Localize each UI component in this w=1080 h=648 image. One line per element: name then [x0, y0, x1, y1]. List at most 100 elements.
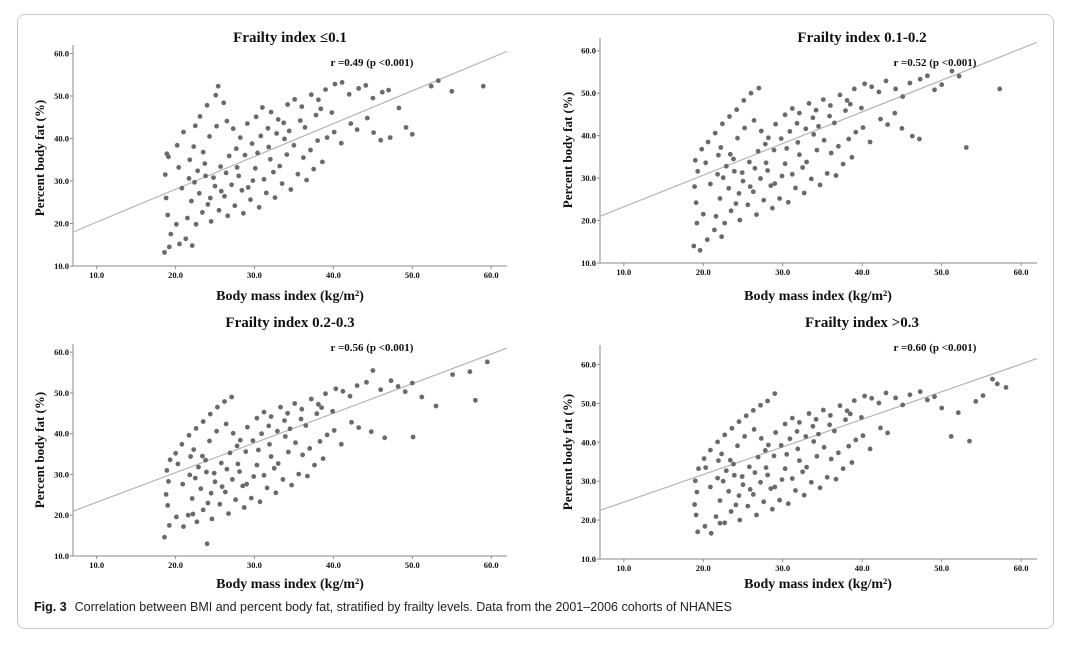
data-point [712, 227, 717, 233]
data-point [259, 431, 264, 437]
data-point [239, 187, 245, 193]
y-tick-label: 40.0 [581, 131, 596, 141]
data-point [785, 199, 791, 205]
data-point [196, 464, 201, 470]
x-tick-label: 30.0 [775, 563, 790, 573]
data-point [386, 87, 391, 93]
y-tick-label: 30.0 [54, 176, 69, 186]
data-point [813, 107, 819, 113]
y-tick-label: 60.0 [54, 347, 69, 357]
data-point [267, 441, 272, 447]
data-point [282, 136, 287, 142]
data-point [820, 407, 826, 413]
data-point [354, 383, 360, 388]
chart-title: Frailty index 0.1-0.2 [797, 30, 926, 46]
data-point [846, 136, 852, 142]
data-point [363, 83, 369, 88]
data-point [758, 479, 763, 485]
data-point [166, 523, 172, 528]
data-point [370, 95, 376, 101]
data-point [181, 129, 186, 135]
data-point [773, 121, 778, 127]
y-tick-label: 40.0 [581, 437, 596, 447]
data-point [319, 405, 324, 410]
data-point [836, 143, 841, 149]
caption-text: Correlation between BMI and percent body… [74, 600, 732, 614]
data-point [712, 130, 718, 136]
data-point [180, 481, 186, 487]
data-point [806, 101, 812, 106]
data-point [754, 512, 759, 518]
data-point [234, 165, 240, 170]
data-point [715, 171, 720, 177]
data-point [324, 432, 330, 438]
data-point [368, 429, 374, 435]
data-point [892, 110, 898, 116]
data-point [313, 112, 319, 118]
data-point [761, 499, 767, 505]
data-point [794, 120, 800, 126]
data-point [177, 241, 182, 247]
data-point [280, 477, 286, 482]
data-point [207, 438, 212, 444]
data-point [729, 425, 735, 431]
data-point [743, 413, 749, 419]
figure-caption: Fig. 3 Correlation between BMI and percen… [34, 600, 732, 614]
data-point [304, 177, 309, 183]
data-point [163, 195, 169, 201]
data-point [183, 236, 189, 242]
data-point [371, 130, 376, 136]
data-point [755, 148, 761, 154]
data-point [254, 415, 260, 421]
data-point [174, 221, 179, 227]
y-tick-label: 20.0 [581, 515, 596, 525]
data-point [250, 438, 256, 443]
data-point [956, 73, 962, 79]
data-point [237, 135, 243, 141]
data-point [980, 393, 986, 398]
data-point [164, 151, 170, 157]
data-point [810, 423, 816, 429]
data-point [770, 506, 775, 512]
data-point [750, 492, 756, 497]
data-point [174, 514, 179, 520]
data-point [467, 369, 473, 375]
data-point [747, 159, 752, 165]
data-point [797, 458, 802, 463]
data-point [378, 387, 384, 393]
data-point [200, 507, 206, 513]
data-point [723, 468, 729, 474]
x-tick-label: 10.0 [616, 267, 631, 277]
data-point [237, 469, 242, 474]
data-point [733, 502, 739, 508]
data-point [810, 115, 816, 121]
data-point [227, 450, 233, 456]
y-tick-label: 50.0 [581, 398, 596, 408]
data-point [722, 220, 728, 226]
data-point [883, 78, 889, 84]
data-point [755, 454, 761, 460]
data-point [878, 425, 883, 431]
data-point [305, 473, 310, 479]
data-point [240, 483, 246, 489]
data-point [758, 128, 764, 134]
chart-title: Frailty index ≤0.1 [233, 30, 347, 46]
x-tick-label: 50.0 [405, 270, 420, 280]
data-point [356, 86, 362, 91]
y-tick-label: 20.0 [581, 216, 596, 226]
data-point [787, 129, 793, 134]
data-point [225, 213, 231, 219]
fit-line [72, 50, 508, 233]
data-point [296, 471, 302, 477]
data-point [303, 423, 309, 428]
data-point [211, 470, 217, 476]
data-point [286, 128, 292, 134]
data-point [726, 488, 732, 494]
data-point [207, 411, 213, 417]
data-point [739, 170, 745, 176]
x-axis-label: Body mass index (kg/m²) [744, 289, 892, 304]
data-point [758, 176, 763, 181]
data-point [883, 390, 889, 396]
y-tick-label: 10.0 [581, 258, 596, 268]
data-point [387, 135, 393, 141]
